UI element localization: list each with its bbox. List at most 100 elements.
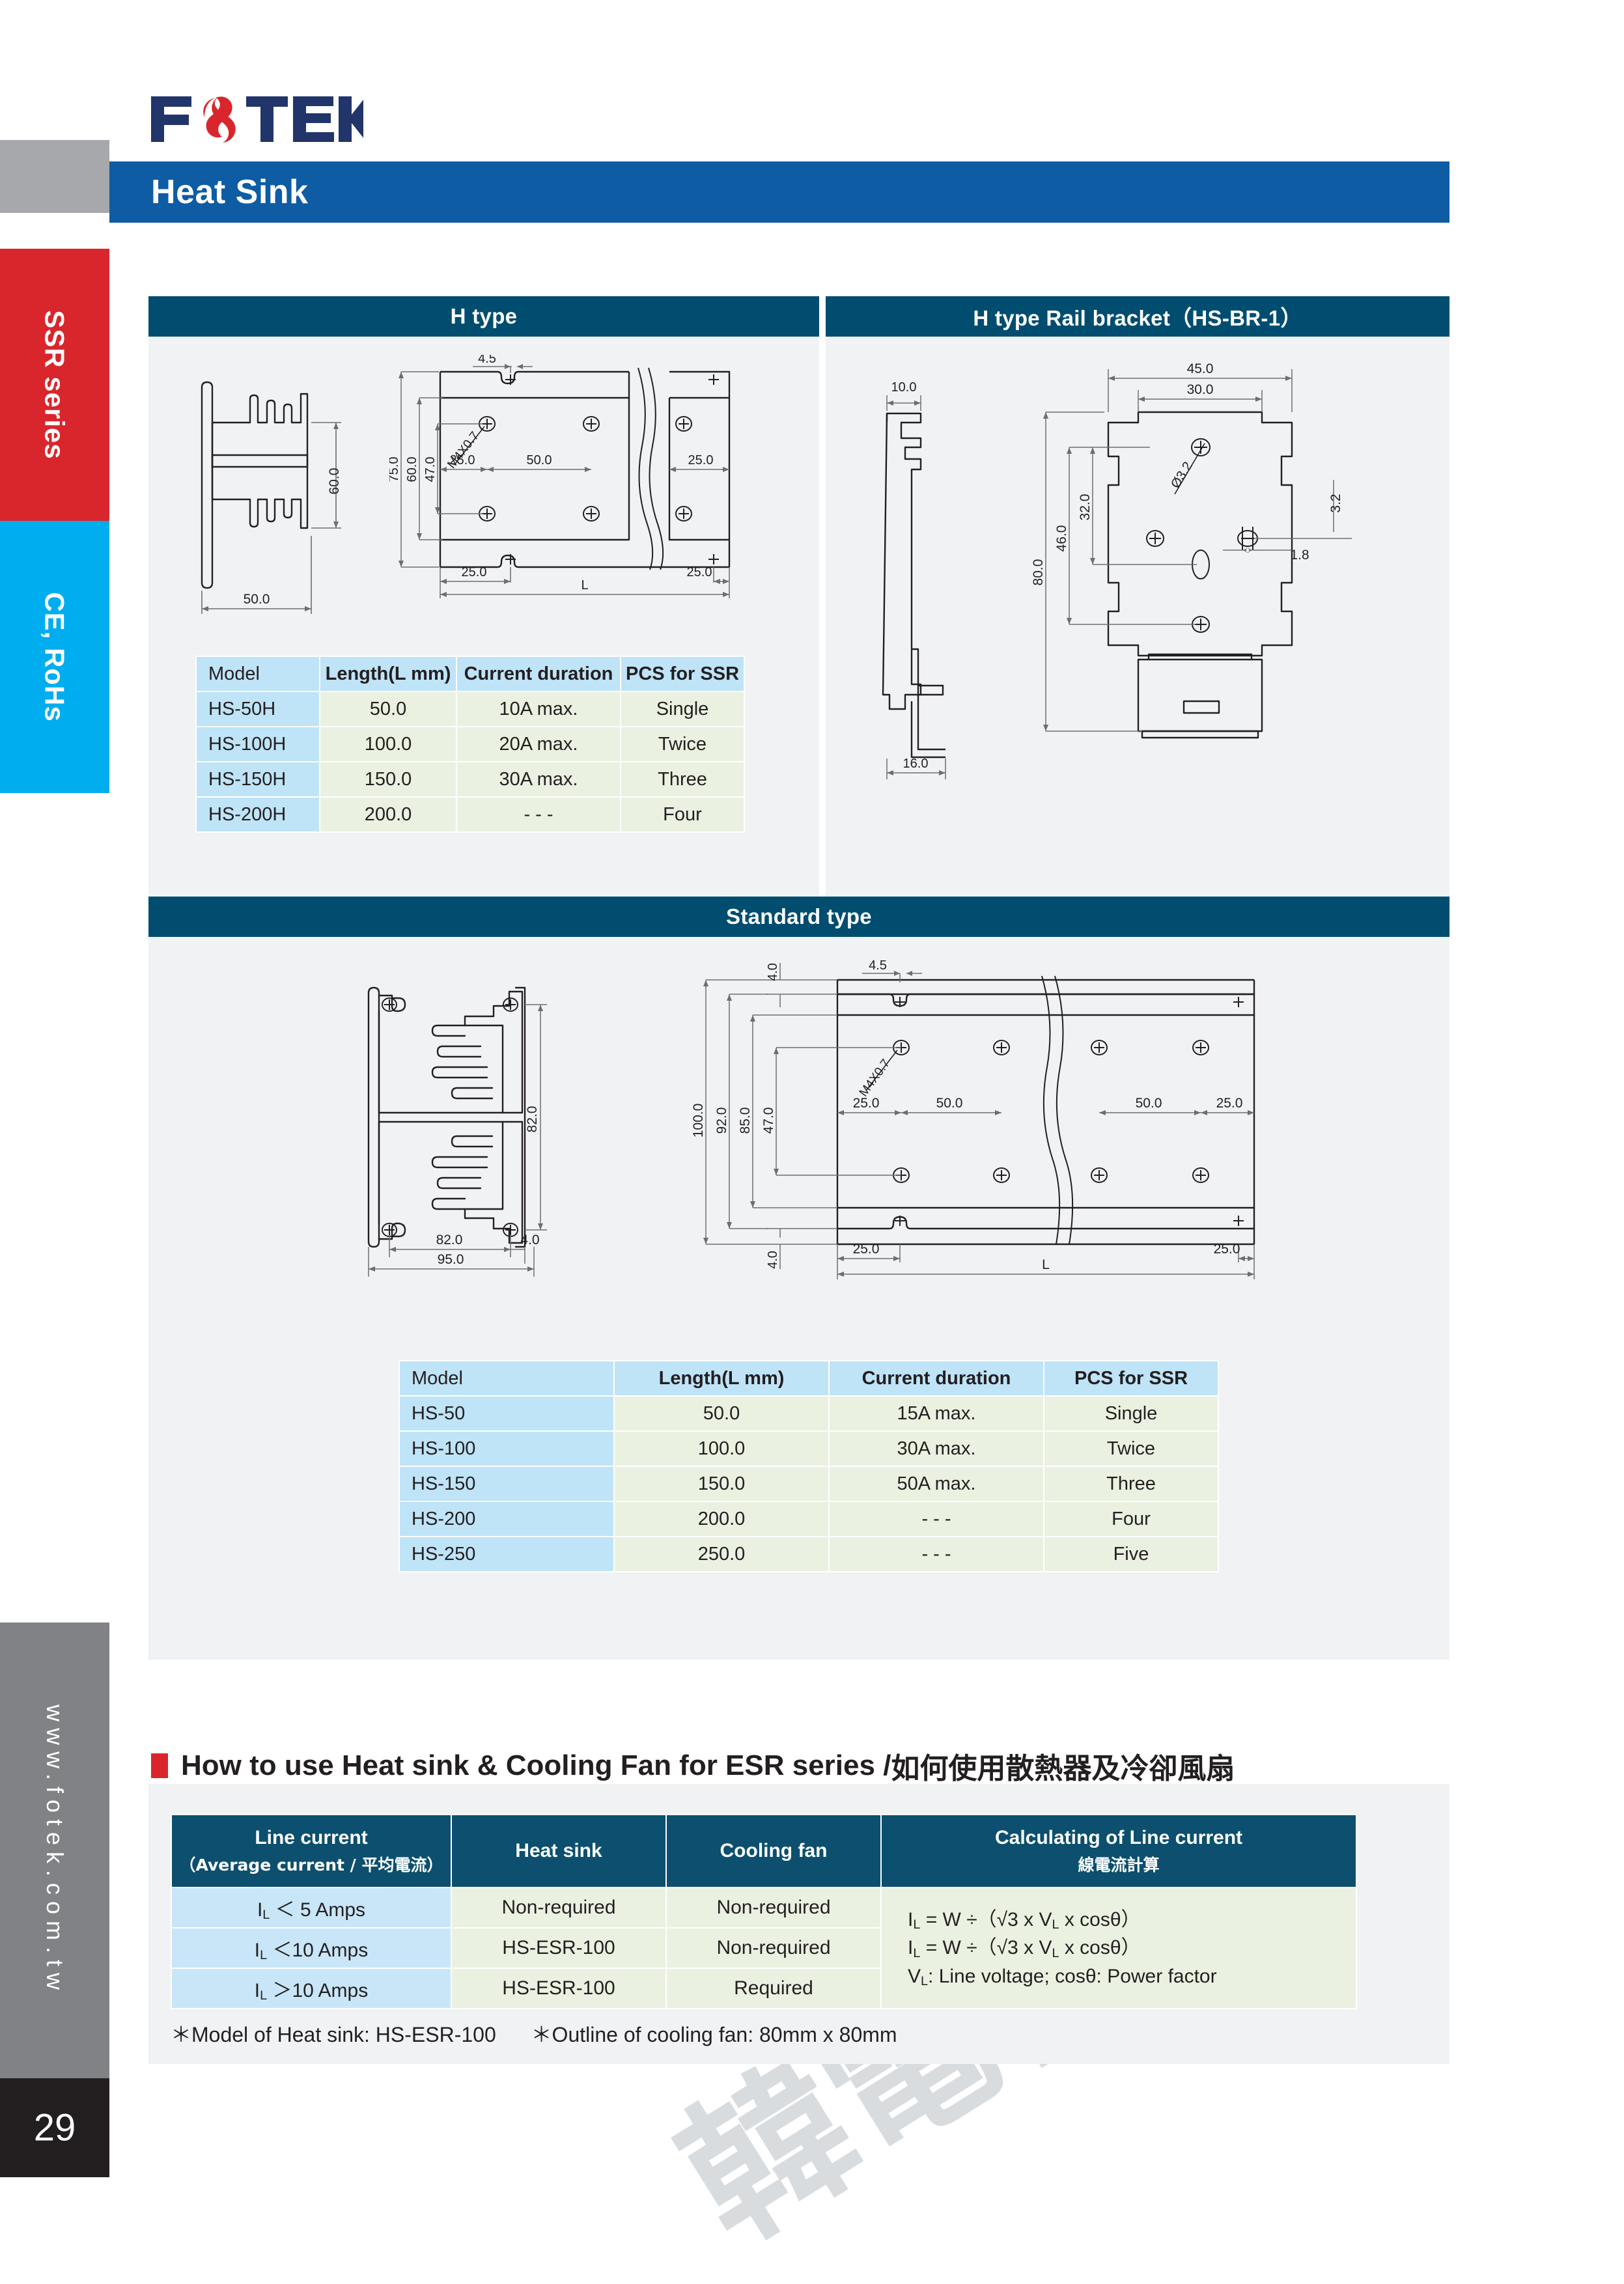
cell-cooling-fan: Non-required	[665, 1927, 882, 1969]
svg-text:4.0: 4.0	[520, 1233, 539, 1247]
sidebar-tab-ssr-label: SSR series	[40, 310, 71, 460]
col-length: Length(L mm)	[319, 656, 457, 692]
col-current-duration: Current duration	[456, 656, 621, 692]
svg-text:1.8: 1.8	[1290, 548, 1309, 563]
esr-section-heading: How to use Heat sink & Cooling Fan for E…	[151, 1745, 1235, 1787]
esr-note-1: ＊Model of Heat sink: HS-ESR-100	[171, 2023, 496, 2046]
panel-h-type-title: H type	[148, 296, 819, 337]
col-line-current: Line current （Average current / 平均電流）	[171, 1814, 452, 1888]
svg-text:50.0: 50.0	[936, 1096, 963, 1111]
svg-text:L: L	[581, 578, 588, 592]
svg-text:M4X0.7: M4X0.7	[857, 1057, 893, 1099]
svg-text:85.0: 85.0	[738, 1107, 753, 1134]
rail-bracket-front-drawing: 45.0 30.0 Ø3.2 80.0 46.0 32.0	[1021, 350, 1386, 805]
svg-text:75.0: 75.0	[389, 457, 401, 482]
col-model: Model	[195, 656, 320, 692]
cell-cooling-fan: Required	[665, 1968, 882, 2009]
table-row: IL ＜10 Amps HS-ESR-100 Non-required	[171, 1927, 1356, 1969]
table-row: HS-200H 200.0- - - Four	[195, 796, 745, 833]
table-row: HS-50H 50.0 10A max. Single	[195, 691, 745, 727]
svg-text:47.0: 47.0	[423, 457, 438, 482]
panel-h-type-body: 60.0 50.0	[148, 337, 819, 897]
col-line-current-sub: （Average current / 平均電流）	[179, 1855, 443, 1874]
table-row: IL ＜ 5 Amps Non-required Non-required IL…	[171, 1887, 1357, 2009]
panel-standard-type-title: Standard type	[148, 897, 1449, 937]
col-model: Model	[399, 1360, 615, 1397]
table-row: IL ＞10 Amps HS-ESR-100 Required	[171, 1968, 1356, 2009]
sidebar-tab-ce-rohs[interactable]: CE, RoHs	[0, 521, 109, 793]
col-calculating-sub: 線電流計算	[1078, 1855, 1160, 1874]
svg-text:25.0: 25.0	[1216, 1096, 1243, 1111]
svg-text:47.0: 47.0	[761, 1107, 776, 1134]
esr-note-2: ＊Outline of cooling fan: 80mm x 80mm	[531, 2023, 897, 2046]
standard-type-front-drawing: 4.5 4.0 4.0 100.0	[682, 956, 1373, 1302]
svg-text:50.0: 50.0	[527, 453, 552, 467]
svg-text:60.0: 60.0	[327, 468, 342, 495]
svg-text:82.0: 82.0	[525, 1106, 540, 1133]
standard-type-spec-table: Model Length(L mm) Current duration PCS …	[399, 1360, 1219, 1572]
h-type-spec-table: Model Length(L mm) Current duration PCS …	[195, 656, 745, 833]
rail-bracket-side-drawing: 10.0 16.0	[878, 363, 1008, 792]
website-block: www.fotek.com.tw	[0, 1622, 109, 2078]
sidebar-tab-ce-label: CE, RoHs	[40, 592, 71, 722]
cell-heat-sink: HS-ESR-100	[451, 1968, 667, 2009]
panel-standard-type-body: 82.0 82.0 4.0 95.0	[148, 937, 1449, 2277]
svg-text:92.0: 92.0	[714, 1107, 729, 1134]
svg-text:4.5: 4.5	[869, 958, 887, 973]
table-header-row: Model Length(L mm) Current duration PCS …	[195, 656, 745, 692]
red-square-bullet-icon	[151, 1753, 168, 1778]
panel-rail-bracket-title: H type Rail bracket（HS-BR-1）	[826, 296, 1449, 337]
panel-rail-bracket: H type Rail bracket（HS-BR-1） 10.0	[826, 296, 1449, 897]
table-header-row: Model Length(L mm) Current duration PCS …	[399, 1360, 1219, 1397]
cell-cooling-fan: Non-required	[665, 1887, 882, 1929]
panel-standard-type: Standard type	[148, 897, 1449, 2277]
cell-line-current: IL ＜ 5 Amps	[171, 1887, 452, 1929]
cell-heat-sink: HS-ESR-100	[451, 1927, 667, 1969]
page-number-block: 29	[0, 2078, 109, 2177]
col-heat-sink: Heat sink	[451, 1814, 667, 1888]
col-current-duration: Current duration	[828, 1360, 1044, 1397]
svg-text:46.0: 46.0	[1054, 525, 1069, 552]
svg-text:16.0: 16.0	[903, 757, 929, 771]
website-label: www.fotek.com.tw	[42, 1704, 68, 1997]
svg-text:10.0: 10.0	[891, 380, 917, 395]
table-row: HS-150 150.0 50A max. Three	[399, 1466, 1219, 1502]
formula-line-3: VL: Line voltage; cosθ: Power factor	[908, 1965, 1217, 1989]
svg-text:50.0: 50.0	[244, 592, 270, 607]
esr-requirements-table: Line current （Average current / 平均電流） He…	[171, 1814, 1357, 2009]
h-type-front-drawing: 4.5 75.0 60.0 47.0 M4X0.7	[389, 355, 780, 628]
page-number: 29	[33, 2106, 76, 2149]
svg-text:25.0: 25.0	[687, 565, 712, 579]
svg-text:25.0: 25.0	[1214, 1242, 1240, 1257]
svg-text:25.0: 25.0	[688, 453, 714, 467]
table-row: HS-100H 100.0 20A max. Twice	[195, 726, 745, 762]
col-cooling-fan: Cooling fan	[665, 1814, 882, 1888]
svg-text:30.0: 30.0	[1187, 382, 1214, 397]
svg-text:32.0: 32.0	[1078, 494, 1093, 521]
svg-text:3.2: 3.2	[1328, 494, 1343, 512]
formula-line-1: IL = W ÷（√3 x VL x cosθ）	[908, 1908, 1141, 1932]
table-header-row: Line current （Average current / 平均電流） He…	[171, 1814, 1357, 1888]
svg-text:25.0: 25.0	[450, 453, 475, 467]
svg-text:4.0: 4.0	[766, 963, 780, 981]
svg-text:L: L	[1042, 1257, 1050, 1272]
esr-footnotes: ＊Model of Heat sink: HS-ESR-100 ＊Outline…	[171, 2018, 897, 2048]
page-title-bar: Heat Sink	[109, 161, 1449, 223]
svg-text:95.0: 95.0	[438, 1252, 464, 1267]
svg-text:25.0: 25.0	[853, 1096, 880, 1111]
h-type-profile-drawing: 60.0 50.0	[188, 363, 402, 623]
panel-rail-bracket-body: 10.0 16.0	[826, 337, 1449, 897]
col-pcs-for-ssr: PCS for SSR	[1043, 1360, 1219, 1397]
sidebar-tab-ssr-series[interactable]: SSR series	[0, 249, 109, 521]
svg-text:100.0: 100.0	[691, 1104, 706, 1138]
formula-line-2: IL = W ÷（√3 x VL x cosθ）	[908, 1937, 1141, 1960]
svg-text:50.0: 50.0	[1136, 1096, 1162, 1111]
standard-type-profile-drawing: 82.0 82.0 4.0 95.0	[363, 976, 637, 1282]
cell-line-current: IL ＜10 Amps	[171, 1927, 452, 1969]
col-pcs-for-ssr: PCS for SSR	[620, 656, 745, 692]
rail-gray-block-top	[0, 140, 109, 213]
col-calculating: Calculating of Line current 線電流計算	[880, 1814, 1357, 1888]
svg-text:4.0: 4.0	[766, 1251, 780, 1269]
panel-h-type: H type 60.0	[148, 296, 819, 897]
svg-text:82.0: 82.0	[436, 1233, 463, 1247]
